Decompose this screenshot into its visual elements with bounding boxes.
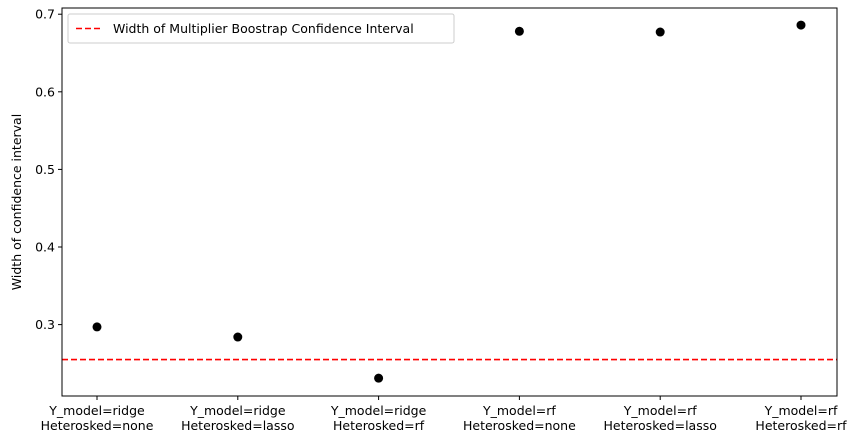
- data-points: [92, 20, 806, 383]
- y-axis: 0.3 0.4 0.5 0.6 0.7: [35, 7, 62, 332]
- x-tick-label: Y_model=rf Heterosked=rf: [755, 403, 847, 433]
- x-tick-label: Y_model=ridge Heterosked=lasso: [181, 403, 294, 433]
- y-tick-label: 0.7: [35, 7, 55, 22]
- y-tick-label: 0.4: [35, 240, 55, 255]
- y-axis-label: Width of confidence interval: [9, 114, 24, 290]
- data-point: [92, 322, 102, 332]
- data-point: [514, 26, 524, 36]
- y-tick-label: 0.3: [35, 317, 55, 332]
- x-tick-label: Y_model=rf Heterosked=none: [463, 403, 576, 433]
- legend-entry-label: Width of Multiplier Boostrap Confidence …: [113, 21, 414, 36]
- x-tick-label: Y_model=ridge Heterosked=none: [41, 403, 154, 433]
- x-axis: Y_model=ridge Heterosked=none Y_model=ridg…: [41, 396, 847, 433]
- data-point: [796, 20, 806, 30]
- legend-box: [67, 13, 455, 44]
- data-point: [655, 27, 665, 37]
- data-point: [374, 373, 384, 383]
- y-tick-label: 0.6: [35, 84, 55, 99]
- x-tick-label: Y_model=rf Heterosked=lasso: [603, 403, 716, 433]
- plot-frame: [61, 7, 838, 397]
- legend: Width of Multiplier Boostrap Confidence …: [67, 13, 455, 44]
- x-tick-label: Y_model=ridge Heterosked=rf: [330, 403, 427, 433]
- data-point: [233, 332, 243, 342]
- y-tick-label: 0.5: [35, 162, 55, 177]
